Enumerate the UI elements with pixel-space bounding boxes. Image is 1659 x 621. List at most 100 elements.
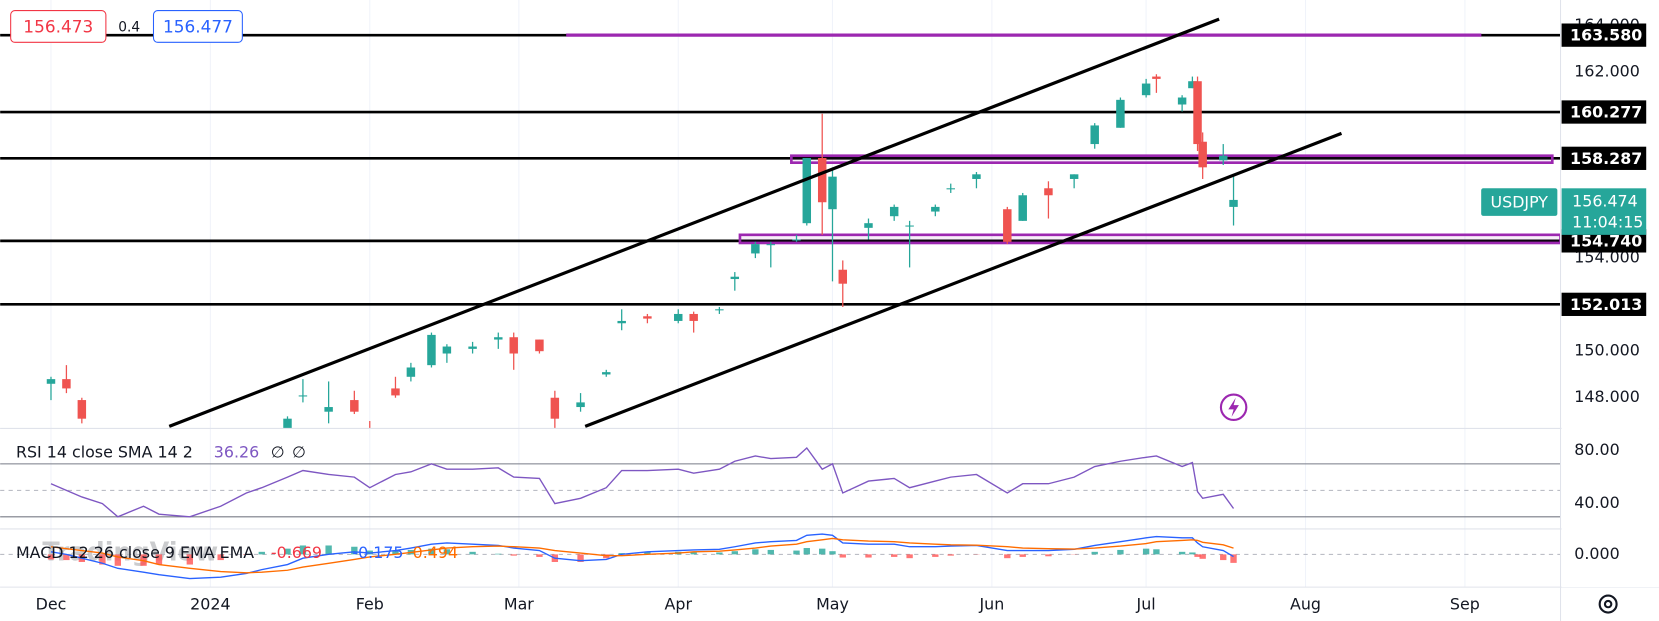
candle-body — [889, 206, 899, 217]
macd-histogram-bar — [767, 549, 774, 555]
y-tick-label: 148.000 — [1574, 387, 1640, 406]
last-price-tag — [1561, 188, 1647, 235]
level-tag-label: 163.580 — [1570, 26, 1642, 45]
candle-body — [1219, 155, 1228, 161]
candle-body — [1177, 97, 1187, 105]
macd-histogram-bar — [839, 554, 846, 558]
candle-body — [406, 367, 416, 377]
macd-histogram-bar — [1045, 554, 1052, 557]
y-tick-label: 150.000 — [1574, 341, 1640, 360]
macd-histogram-bar — [443, 549, 451, 555]
macd-histogram-bar — [186, 554, 193, 565]
rsi-legend: RSI 14 close SMA 14 2 — [16, 442, 193, 461]
rsi-pane — [0, 447, 1561, 518]
rsi-extra: ∅ — [292, 442, 306, 461]
macd-histogram-bar — [495, 553, 502, 555]
macd-tick-label: 0.000 — [1574, 544, 1619, 563]
candle-body — [350, 400, 359, 412]
candle-body — [1141, 83, 1151, 96]
macd-value: -0.175 — [352, 543, 403, 562]
buy-box[interactable] — [152, 10, 243, 43]
candle-body — [802, 158, 812, 224]
macd-histogram-bar — [1004, 554, 1011, 559]
macd-hist-value: -0.669 — [271, 543, 322, 562]
candle-body — [46, 379, 56, 384]
candle-body — [1090, 125, 1099, 145]
candle-body — [838, 269, 848, 284]
zone — [790, 154, 1554, 165]
x-tick-label: Mar — [504, 595, 534, 614]
candle-body — [550, 397, 560, 419]
candle-body — [1116, 99, 1125, 128]
settings-icon[interactable] — [1598, 594, 1618, 614]
signal-line — [50, 537, 1234, 574]
candle-body — [617, 320, 626, 324]
macd-histogram-bar — [114, 554, 122, 566]
candle-body — [1044, 188, 1053, 196]
macd-histogram-bar — [906, 554, 913, 559]
candle-body — [905, 225, 914, 227]
price-tags: 163.580 160.277 158.287 154.740 152.013 USDJP… — [1481, 23, 1647, 316]
candle-body — [576, 402, 585, 408]
macd-histogram-bar — [325, 545, 332, 555]
candle-body — [1193, 81, 1202, 145]
macd-histogram-bar — [1178, 551, 1186, 555]
trend-line — [584, 131, 1343, 428]
candle-body — [730, 276, 740, 280]
spread: 0.4 — [118, 20, 140, 36]
candle-body — [602, 372, 611, 375]
candle-body — [283, 418, 292, 429]
level-tag-label: 154.740 — [1570, 231, 1642, 250]
macd-histogram-bar — [428, 548, 435, 555]
level-tag — [1561, 292, 1647, 316]
sell-price: 156.473 — [23, 17, 93, 37]
candle-body — [509, 337, 518, 354]
macd-histogram-bar — [1142, 548, 1150, 555]
candle-body — [751, 244, 760, 254]
macd-histogram-bar — [819, 548, 826, 555]
macd-pane — [0, 533, 1561, 580]
candle-body — [427, 334, 436, 366]
macd-histogram-bar — [1230, 554, 1237, 563]
sell-box[interactable] — [10, 10, 107, 43]
macd-histogram-bar — [217, 554, 224, 561]
candle-body — [535, 339, 544, 352]
candle-body — [1069, 174, 1079, 179]
macd-histogram-bar — [1199, 554, 1206, 559]
candle-body — [715, 309, 724, 311]
trend-line — [168, 17, 1220, 428]
zone — [738, 233, 1561, 245]
macd-histogram-bar — [47, 554, 55, 560]
rsi-tick-label: 40.00 — [1574, 493, 1619, 512]
macd-histogram-bar — [891, 554, 898, 557]
level-tag-label: 160.277 — [1570, 103, 1642, 122]
macd-histogram-bar — [392, 550, 399, 555]
candle-body — [298, 395, 308, 397]
lightning-icon[interactable] — [1219, 393, 1248, 422]
candle-body — [643, 316, 652, 319]
candle-body — [1018, 195, 1027, 221]
candle-body — [689, 313, 698, 321]
macd-histogram-bar — [243, 554, 250, 556]
macd-histogram-bar — [1091, 551, 1098, 555]
macd-histogram-bar — [865, 554, 872, 558]
macd-histogram-bar — [932, 554, 939, 557]
macd-histogram-bar — [1194, 554, 1201, 557]
macd-histogram-bar — [1220, 554, 1227, 561]
macd-histogram-bar — [258, 551, 265, 555]
macd-signal-value: 0.494 — [413, 543, 458, 562]
level-tag — [1561, 23, 1647, 47]
x-tick-label: Feb — [356, 595, 384, 614]
countdown-label: 11:04:15 — [1572, 213, 1643, 232]
macd-histogram-bar — [510, 554, 517, 556]
x-tick-label: Apr — [665, 595, 693, 614]
symbol-tag — [1481, 188, 1558, 216]
x-tick-label: 2024 — [190, 595, 230, 614]
candle-body — [1229, 199, 1238, 207]
macd-histogram-bar — [803, 548, 810, 555]
macd-histogram-bar — [752, 549, 759, 555]
candle-body — [864, 223, 873, 228]
macd-histogram-bar — [731, 551, 738, 555]
